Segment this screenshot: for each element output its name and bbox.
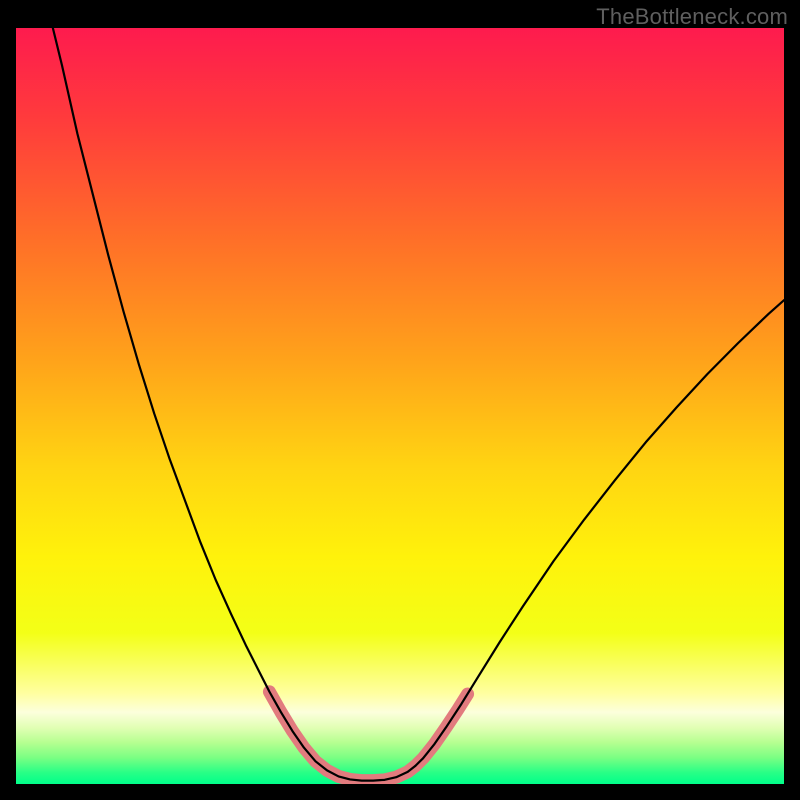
chart-container: TheBottleneck.com bbox=[0, 0, 800, 800]
plot-area bbox=[16, 28, 784, 784]
gradient-background bbox=[16, 28, 784, 784]
watermark-text: TheBottleneck.com bbox=[596, 4, 788, 30]
chart-svg bbox=[16, 28, 784, 784]
